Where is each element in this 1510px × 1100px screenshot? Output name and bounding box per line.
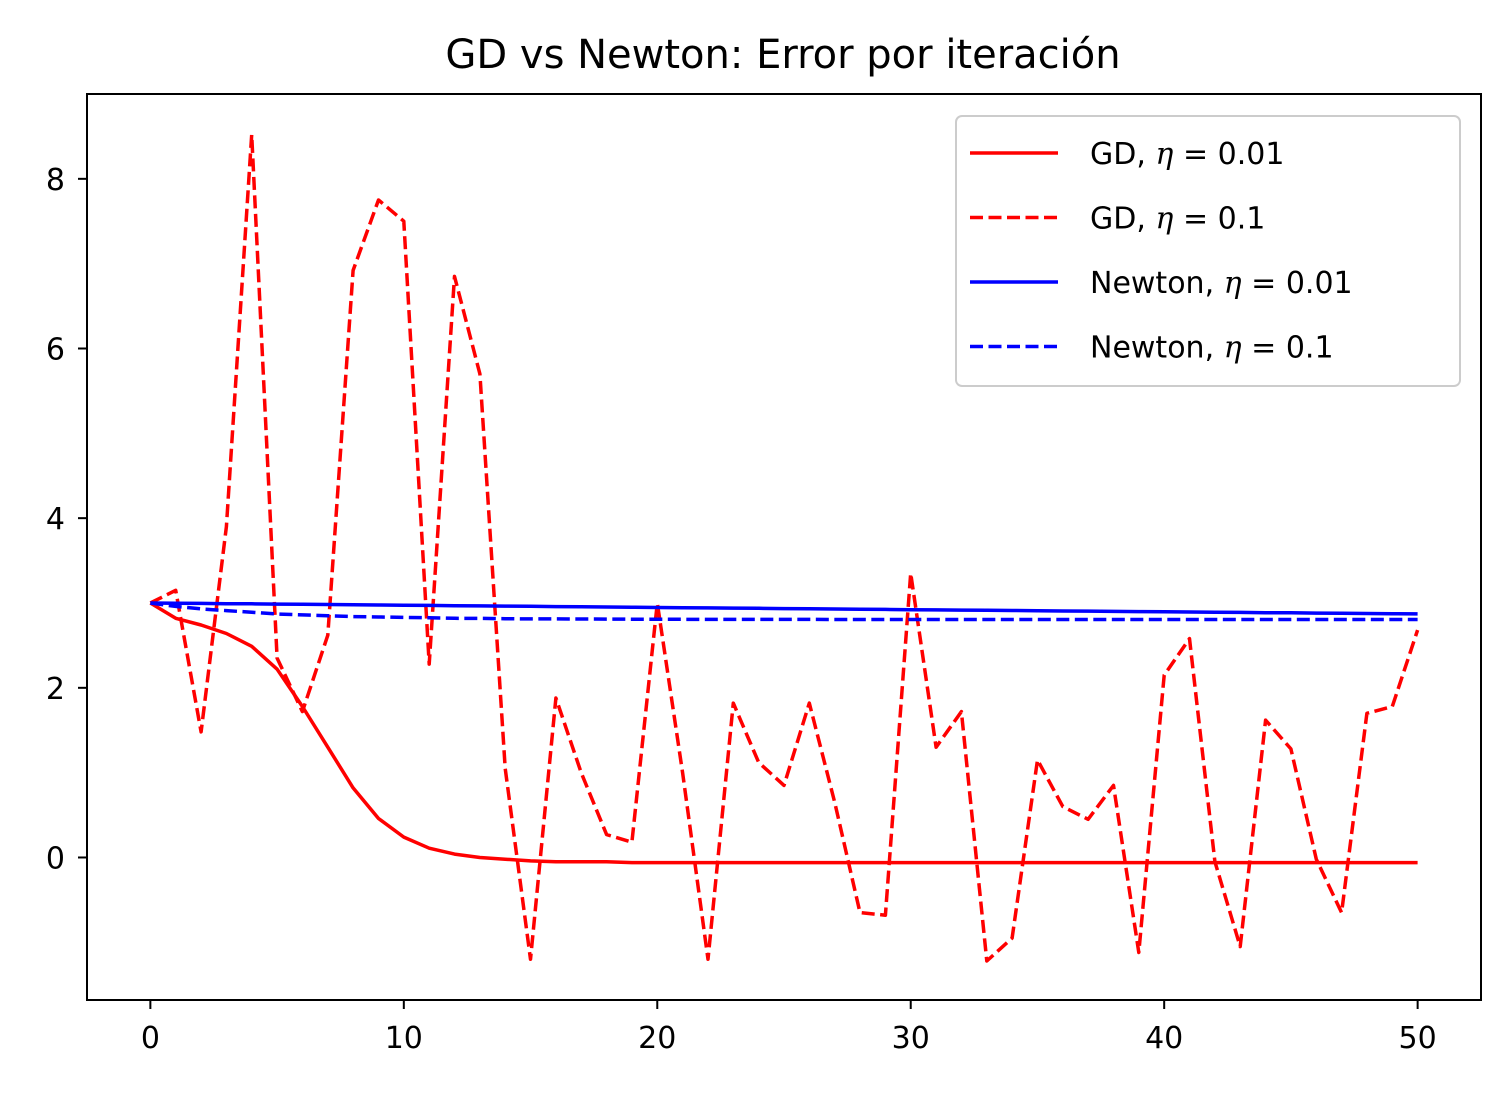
legend: GD, η = 0.01 GD, η = 0.1 Newton, η = 0.01 N… [955,115,1461,387]
chart-title: GD vs Newton: Error por iteración [445,32,1120,78]
y-axis: 0 2 4 6 8 [46,163,87,876]
legend-entry-label: Newton, η = 0.1 [1090,331,1334,366]
plot-frame [86,93,1482,1001]
x-axis: 0 10 20 30 40 50 [141,1000,1437,1056]
y-tick-label: 0 [46,841,65,876]
x-tick-label: 40 [1145,1021,1183,1056]
y-tick-label: 8 [46,163,65,198]
series-line-2 [150,601,1418,616]
x-tick-label: 20 [638,1021,676,1056]
series-line-3 [150,601,1418,622]
legend-entry-label: GD, η = 0.01 [1090,137,1284,172]
x-tick-label: 50 [1399,1021,1437,1056]
series-layer [149,132,1420,963]
y-tick-label: 4 [46,502,65,537]
x-tick-label: 10 [385,1021,423,1056]
x-tick-label: 0 [141,1021,160,1056]
series-line-1 [149,132,1420,963]
legend-entry-label: GD, η = 0.1 [1090,202,1265,237]
legend-box [955,115,1461,387]
legend-entry-label: Newton, η = 0.01 [1090,266,1353,301]
y-tick-label: 6 [46,332,65,367]
y-tick-label: 2 [46,672,65,707]
x-tick-label: 30 [892,1021,930,1056]
series-line-0 [149,601,1418,865]
